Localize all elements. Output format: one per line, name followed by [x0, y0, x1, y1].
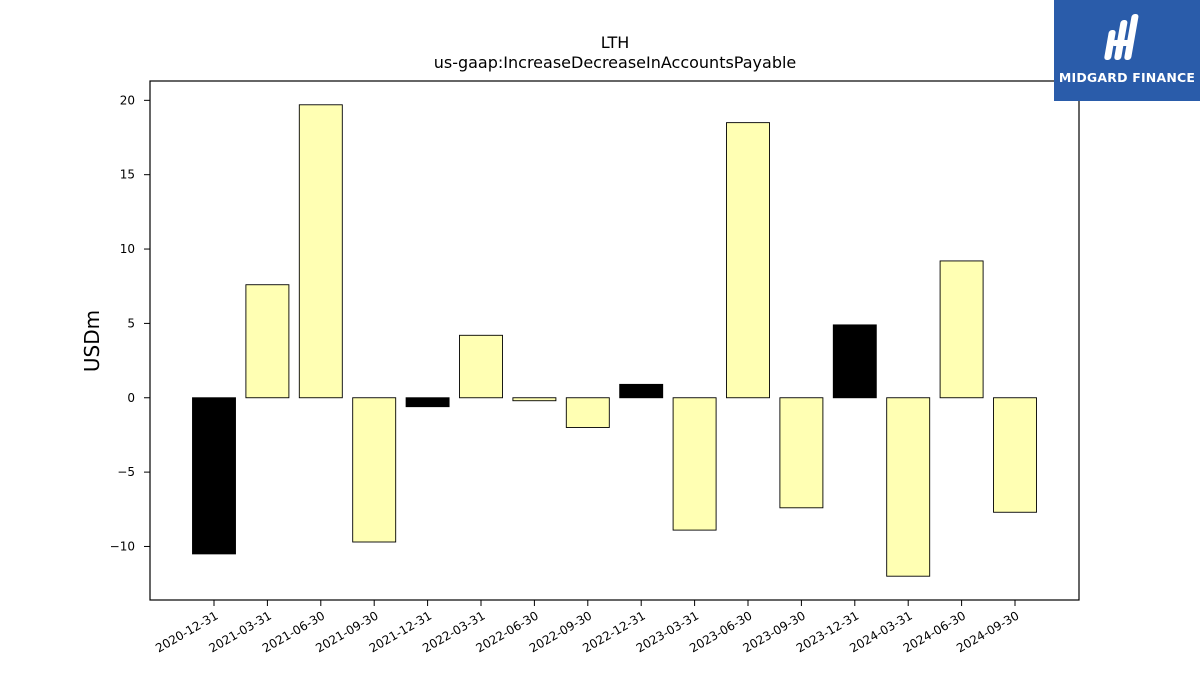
- y-tick-label: 0: [127, 391, 135, 405]
- y-axis-label: USDm: [80, 310, 104, 372]
- plot-frame: [149, 80, 1080, 601]
- bar-2022-09-30: [565, 397, 610, 428]
- chart-subtitle: us-gaap:IncreaseDecreaseInAccountsPayabl…: [434, 53, 797, 72]
- y-tick-label: 5: [127, 316, 135, 330]
- y-tick-label: −5: [117, 465, 135, 479]
- bar-2023-03-31: [672, 397, 717, 531]
- chart-title: LTH: [601, 33, 630, 52]
- bar-2022-12-31: [619, 383, 664, 399]
- y-tick-label: 10: [120, 242, 135, 256]
- bar-2021-12-31: [405, 397, 450, 408]
- y-tick-label: −10: [110, 539, 135, 553]
- logo-text: MIDGARD FINANCE: [1058, 70, 1196, 85]
- bars-group: [192, 104, 1037, 577]
- bar-2021-09-30: [352, 397, 397, 543]
- y-tick-label: 15: [120, 168, 135, 182]
- bar-2024-06-30: [939, 260, 984, 399]
- x-axis-ticks: 2020-12-312021-03-312021-06-302021-09-30…: [153, 600, 1022, 655]
- bar-2023-06-30: [726, 122, 770, 399]
- y-tick-label: 20: [120, 93, 135, 107]
- bar-2022-03-31: [459, 334, 503, 399]
- bar-2023-12-31: [832, 324, 877, 399]
- midgard-finance-logo: MIDGARD FINANCE: [1054, 0, 1200, 101]
- y-axis-ticks: −10 −5 0 5 10 15 20: [110, 93, 150, 553]
- bar-2024-09-30: [993, 397, 1037, 513]
- bar-2021-06-30: [298, 104, 343, 399]
- bar-2024-03-31: [886, 397, 931, 577]
- bar-2023-09-30: [779, 397, 824, 509]
- logo-mark-icon: [1104, 14, 1139, 60]
- bar-2020-12-31: [192, 397, 236, 555]
- bar-2021-03-31: [245, 284, 290, 399]
- bar-2022-06-30: [512, 397, 557, 402]
